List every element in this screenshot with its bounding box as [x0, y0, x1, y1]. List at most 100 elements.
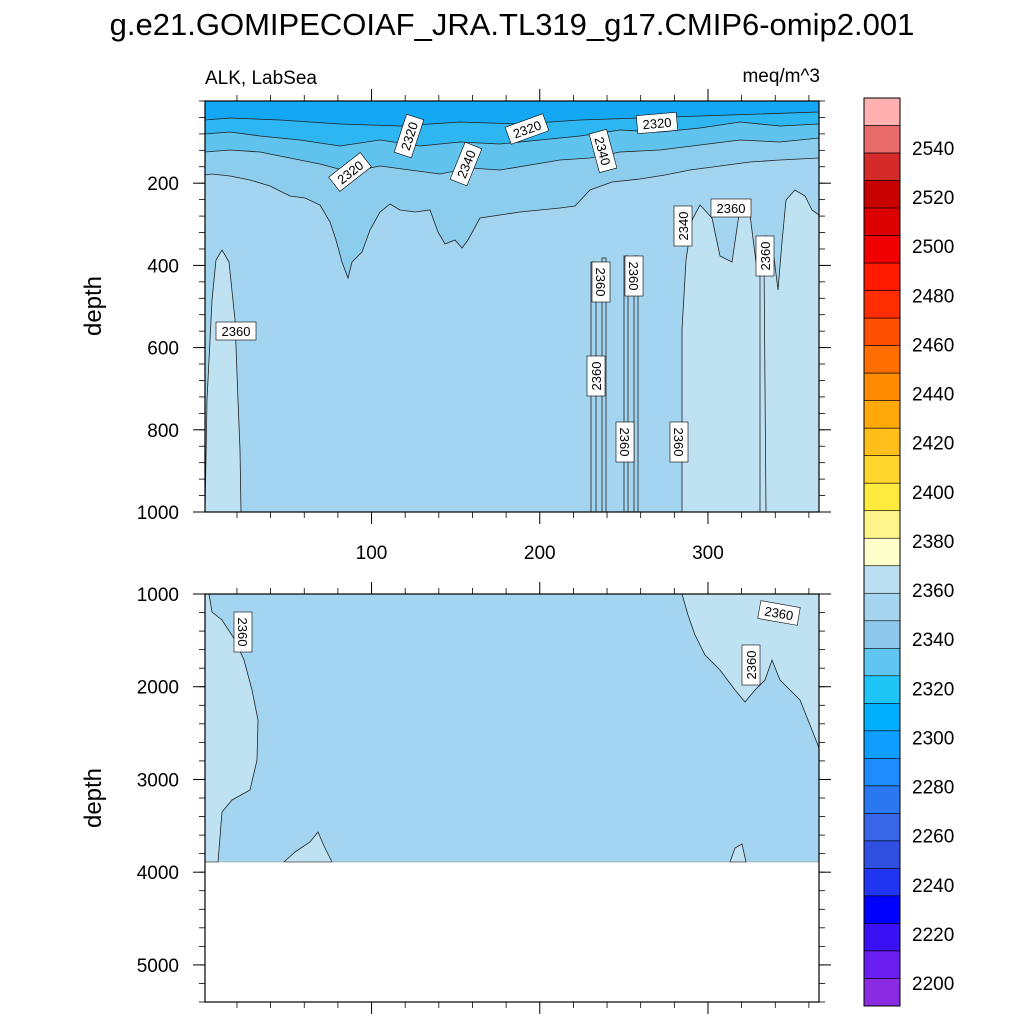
colorbar-level-label: 2400 — [912, 483, 954, 504]
colorbar-level-label: 2360 — [912, 581, 954, 602]
colorbar-swatch — [863, 152, 901, 181]
contour-label: 2340 — [588, 128, 618, 174]
contour-label: 2320 — [635, 111, 679, 135]
colorbar: 2200 2220 2240 2260 2280 2300 2320 2340 2360 2380… — [863, 97, 954, 1007]
figure-title: g.e21.GOMIPECOIAF_JRA.TL319_g17.CMIP6-om… — [110, 7, 915, 42]
contour-label: 2360 — [215, 321, 257, 341]
colorbar-swatch — [863, 537, 901, 567]
contour-label: 2360 — [624, 255, 644, 297]
contour-label-text: 2360 — [626, 262, 641, 291]
contour-label-text: 2360 — [589, 362, 604, 391]
contour-label-box — [710, 198, 752, 218]
y-tick-label: 600 — [147, 339, 179, 360]
contour-label-box — [755, 235, 775, 277]
colorbar-swatch — [863, 813, 901, 842]
colorbar-level-label: 2340 — [912, 630, 954, 651]
y-tick-label: 400 — [147, 256, 179, 277]
contour-label-box — [673, 205, 693, 247]
colorbar-swatch — [863, 290, 901, 319]
contour-label-text: 2360 — [593, 268, 608, 297]
colorbar-swatch — [863, 427, 901, 456]
y-tick-label: 200 — [147, 174, 179, 195]
contour-label: 2360 — [615, 421, 635, 463]
colorbar-level-label: 2280 — [912, 778, 954, 799]
colorbar-swatch — [863, 235, 901, 264]
y-tick-label: 800 — [147, 421, 179, 442]
colorbar-swatch — [863, 400, 901, 429]
colorbar-swatch — [863, 345, 901, 374]
contour-label-text: 2360 — [222, 324, 251, 339]
contour-label: 2360 — [586, 355, 606, 397]
contour-label-box — [328, 152, 372, 192]
upper-panel: 200 400 600 800 1000 100 200 300 depth — [80, 89, 831, 564]
colorbar-swatch — [863, 840, 901, 869]
upper-frame — [204, 100, 820, 513]
lower-y-axis-label: depth — [80, 768, 107, 828]
contour-label-box — [635, 111, 679, 135]
colorbar-swatch — [863, 510, 901, 539]
contour-label-box — [449, 141, 483, 187]
contour-label-text: 2360 — [758, 242, 773, 271]
contour-label-text: 2320 — [642, 115, 672, 132]
colorbar-level-label: 2460 — [912, 335, 954, 356]
colorbar-swatch — [863, 978, 901, 1007]
x-tick-label: 200 — [524, 543, 556, 564]
colorbar-swatch — [863, 785, 901, 814]
contour-label-box — [586, 355, 606, 397]
colorbar-swatch — [863, 620, 901, 649]
y-tick-label: 4000 — [137, 863, 179, 884]
contour-label-text: 2360 — [717, 201, 746, 216]
contour-label: 2360 — [233, 611, 253, 653]
colorbar-swatch — [863, 125, 901, 154]
contour-label: 2320 — [393, 113, 425, 159]
contour-label-box — [233, 611, 253, 653]
colorbar-swatch — [863, 703, 901, 732]
contour-label: 2360 — [741, 644, 761, 686]
contour-label: 2360 — [755, 235, 775, 277]
colorbar-level-label: 2420 — [912, 434, 954, 455]
y-tick-label: 2000 — [137, 678, 179, 699]
y-tick-label: 1000 — [137, 585, 179, 606]
colorbar-level-label: 2240 — [912, 876, 954, 897]
colorbar-level-label: 2200 — [912, 974, 954, 995]
colorbar-level-label: 2480 — [912, 286, 954, 307]
colorbar-swatch — [863, 372, 901, 401]
colorbar-swatch — [863, 565, 901, 594]
contour-label-box — [215, 321, 257, 341]
colorbar-level-label: 2320 — [912, 679, 954, 700]
contour-label-text: 2340 — [676, 212, 691, 241]
contour-label: 2320 — [504, 113, 550, 145]
contour-label: 2360 — [757, 600, 801, 626]
colorbar-swatch — [863, 950, 901, 979]
contour-label: 2360 — [669, 421, 689, 463]
colorbar-swatch — [863, 262, 901, 291]
colorbar-level-label: 2220 — [912, 925, 954, 946]
colorbar-swatch — [863, 180, 901, 209]
contour-label-box — [624, 255, 644, 297]
contour-label: 2340 — [673, 205, 693, 247]
contour-label-box — [591, 261, 611, 303]
upper-x-ticks: 100 200 300 — [236, 89, 810, 564]
colorbar-swatch — [863, 592, 901, 622]
colorbar-swatch — [863, 482, 901, 512]
colorbar-level-label: 2380 — [912, 532, 954, 553]
contour-label: 2360 — [591, 261, 611, 303]
colorbar-swatch — [863, 648, 901, 677]
colorbar-swatch — [863, 317, 901, 346]
contour-label-box — [615, 421, 635, 463]
units-label: meq/m^3 — [742, 66, 820, 87]
colorbar-swatch — [863, 455, 901, 484]
contour-label-box — [757, 600, 801, 626]
x-tick-label: 100 — [356, 543, 388, 564]
contour-label-box — [741, 644, 761, 686]
y-tick-label: 1000 — [137, 503, 179, 524]
lower-panel: 1000 2000 3000 4000 5000 depth — [80, 582, 831, 1014]
colorbar-level-label: 2260 — [912, 827, 954, 848]
contour-label-text: 2360 — [763, 604, 794, 624]
upper-light-right-region — [681, 189, 819, 512]
contour-label-box — [669, 421, 689, 463]
contour-label-text: 2360 — [617, 428, 632, 457]
y-tick-label: 3000 — [137, 770, 179, 791]
